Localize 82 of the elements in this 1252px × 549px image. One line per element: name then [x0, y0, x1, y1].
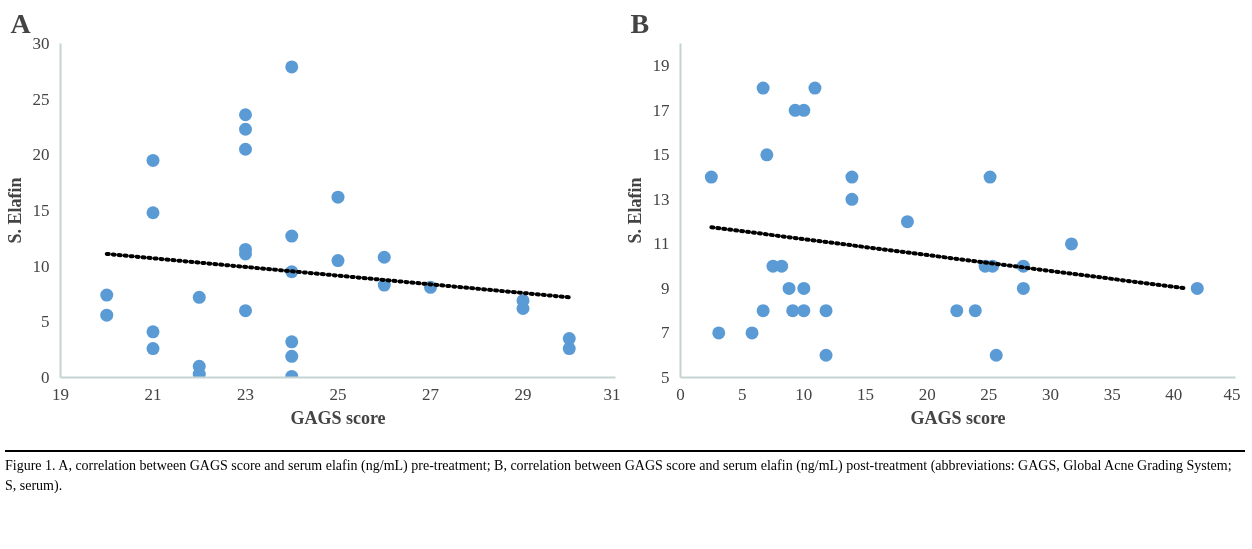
point	[845, 170, 859, 184]
y-tick-label: 15	[652, 145, 670, 165]
x-tick-label: 10	[795, 384, 813, 404]
point	[900, 215, 914, 229]
y-tick-label: 30	[32, 34, 50, 53]
y-tick-label: 11	[653, 234, 670, 254]
y-tick-label: 13	[652, 189, 670, 209]
x-tick-label: 20	[918, 384, 936, 404]
point	[1064, 237, 1078, 251]
y-tick-label: 5	[661, 368, 670, 387]
point	[239, 108, 252, 122]
point	[239, 304, 252, 318]
point	[797, 304, 811, 318]
point	[756, 81, 770, 95]
x-tick-label: 40	[1165, 384, 1183, 404]
point	[808, 81, 822, 95]
y-axis-title: S. Elafin	[4, 177, 25, 244]
point	[704, 170, 718, 184]
y-tick-label: 7	[661, 323, 670, 343]
y-tick-label: 25	[32, 89, 50, 109]
point	[146, 342, 160, 356]
point	[331, 190, 345, 204]
x-tick-label: 31	[603, 384, 621, 404]
y-axis-title: S. Elafin	[624, 177, 645, 244]
point	[146, 153, 160, 167]
point	[760, 148, 774, 162]
point	[285, 60, 299, 74]
point	[1190, 281, 1204, 295]
point	[797, 281, 811, 295]
x-tick-label: 0	[676, 384, 685, 404]
point	[377, 250, 391, 264]
x-tick-label: 25	[980, 384, 998, 404]
y-tick-label: 20	[32, 145, 50, 165]
point	[331, 254, 345, 268]
x-axis-title: GAGS score	[910, 407, 1006, 428]
point	[239, 122, 252, 136]
point	[775, 259, 789, 273]
x-tick-label: 45	[1223, 384, 1241, 404]
y-tick-label: 15	[32, 201, 50, 220]
point	[100, 308, 114, 322]
point	[1016, 281, 1030, 295]
chart-title: B	[630, 7, 650, 39]
point	[285, 229, 299, 243]
x-tick-label: 27	[422, 384, 440, 404]
point	[562, 342, 576, 356]
point	[146, 206, 160, 220]
y-tick-label: 5	[41, 312, 50, 332]
point	[756, 304, 770, 318]
point	[989, 348, 1003, 362]
x-axis-title: GAGS score	[290, 407, 386, 428]
point	[950, 304, 964, 318]
y-tick-label: 17	[652, 100, 670, 120]
caption: Figure 1. A, correlation between GAGS score and serum elafin (ng/mL) pre-treatment; B, correlation between GAGS score and serum elafin (ng/mL) post-treatment (abbreviations: GAGS, Global Acne Grading System; S, serum).	[5, 457, 1233, 495]
point	[285, 335, 299, 349]
point	[285, 349, 299, 363]
y-tick-label: 9	[661, 278, 670, 298]
y-tick-label: 10	[32, 256, 50, 276]
point	[819, 304, 833, 318]
point	[782, 281, 796, 295]
point	[239, 142, 252, 156]
x-tick-label: 35	[1103, 384, 1121, 404]
point	[968, 304, 982, 318]
x-tick-label: 29	[514, 384, 532, 404]
x-tick-label: 25	[329, 384, 347, 404]
chart-title: A	[10, 7, 32, 39]
x-tick-label: 21	[144, 384, 162, 404]
point	[819, 348, 833, 362]
point	[845, 192, 859, 206]
point	[146, 325, 160, 339]
point	[192, 290, 206, 304]
x-tick-label: 15	[857, 384, 874, 404]
point	[712, 326, 726, 340]
x-tick-label: 23	[237, 384, 254, 404]
point	[745, 326, 759, 340]
y-tick-label: 0	[41, 368, 50, 387]
point	[797, 103, 811, 117]
point	[786, 304, 800, 318]
x-tick-label: 30	[1042, 384, 1059, 404]
x-tick-label: 5	[737, 384, 747, 404]
point	[100, 288, 114, 302]
y-tick-label: 19	[652, 56, 670, 76]
point	[983, 170, 997, 184]
